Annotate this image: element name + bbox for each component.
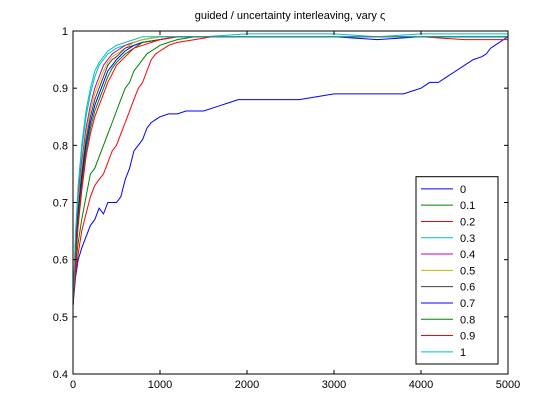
legend: 0 0.1 0.2 0.3 0.4 0.5 0.6 0.7 0.8 0.9 1 [415, 176, 499, 365]
legend-label-10: 1 [460, 347, 466, 359]
x-tick-label-5: 5000 [496, 379, 520, 391]
x-tick-label-2: 2000 [235, 379, 259, 391]
y-tick-label-6: 1 [62, 26, 68, 38]
chart-title: guided / uncertainty interleaving, vary … [195, 10, 386, 22]
series-line-0 [72, 36, 509, 306]
x-tick-label-4: 4000 [409, 379, 433, 391]
series-line-10 [72, 36, 508, 306]
y-tick-label-0: 0.4 [53, 369, 68, 381]
legend-label-7: 0.7 [460, 298, 475, 310]
legend-label-3: 0.3 [460, 233, 475, 245]
y-tick-label-1: 0.5 [53, 312, 68, 324]
y-tick-label-5: 0.9 [53, 83, 68, 95]
x-tick-label-1: 1000 [148, 379, 172, 391]
legend-label-2: 0.2 [460, 216, 475, 228]
legend-label-9: 0.9 [460, 331, 475, 343]
y-tick-label-3: 0.7 [53, 198, 68, 210]
legend-label-4: 0.4 [460, 249, 475, 261]
legend-label-0: 0 [460, 184, 466, 196]
axis-layer: 0 1000 2000 3000 4000 5000 0.4 0.5 0.6 0.7 0.8 0.9 1 [53, 26, 521, 391]
x-tick-label-3: 3000 [322, 379, 346, 391]
x-tick-label-0: 0 [70, 379, 76, 391]
y-tick-label-4: 0.8 [53, 140, 68, 152]
legend-label-1: 0.1 [460, 200, 475, 212]
legend-label-5: 0.5 [460, 265, 475, 277]
y-tick-label-2: 0.6 [53, 255, 68, 267]
legend-label-8: 0.8 [460, 314, 475, 326]
legend-label-6: 0.6 [460, 282, 475, 294]
